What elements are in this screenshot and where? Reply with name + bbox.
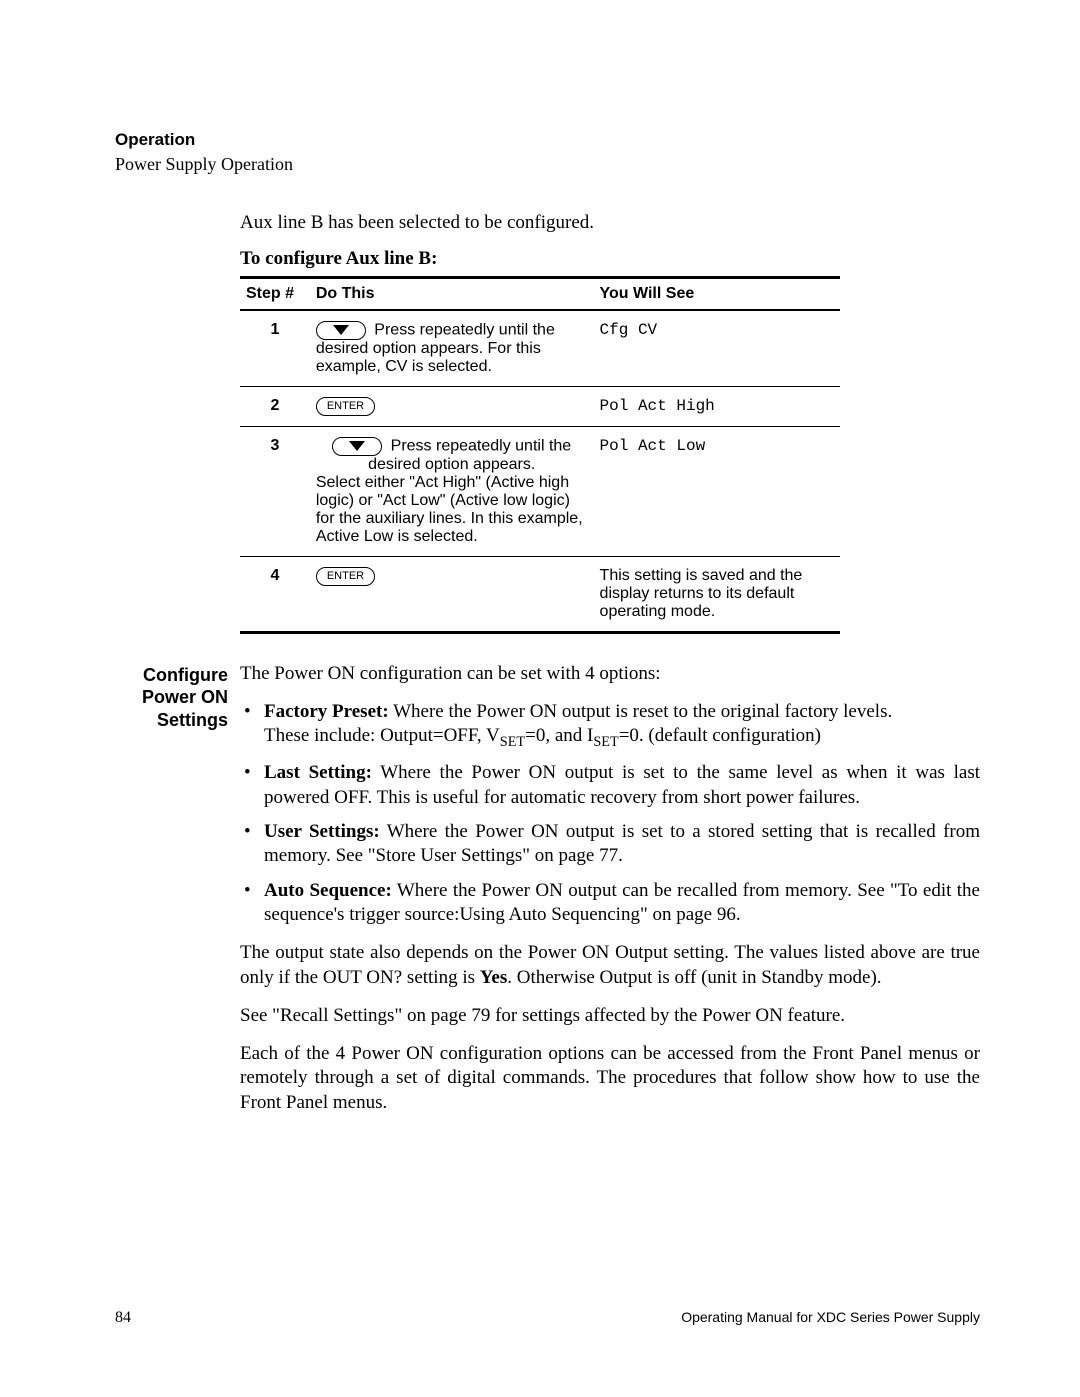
section-body: The Power ON configuration can be set wi… [240,662,980,1129]
col-header-step: Step # [240,277,310,310]
list-item: Last Setting: Where the Power ON output … [240,761,980,810]
step-do: ENTER [310,386,594,426]
power-on-section: Configure Power ON Settings The Power ON… [115,662,980,1129]
page-number: 84 [115,1309,131,1327]
step-do: Press repeatedly until the desired optio… [310,310,594,387]
step-number: 4 [240,556,310,632]
opt-bold: Factory Preset: [264,701,389,722]
col-header-see: You Will See [594,277,840,310]
breadcrumb: Operation Power Supply Operation [115,130,980,175]
down-arrow-icon [332,437,382,456]
step-do: Press repeatedly until the desired optio… [310,426,594,556]
opt-line2: These include: Output=OFF, VSET=0, and I… [264,725,821,746]
section-para: Each of the 4 Power ON configuration opt… [240,1042,980,1115]
table-row: 2 ENTER Pol Act High [240,386,840,426]
table-row: 4 ENTER This setting is saved and the di… [240,556,840,632]
opt-bold: Last Setting: [264,762,372,783]
down-arrow-icon [316,321,366,340]
config-heading: To configure Aux line B: [240,248,840,270]
section-para: See "Recall Settings" on page 79 for set… [240,1004,980,1028]
subsection-title: Power Supply Operation [115,154,980,175]
step-do-text: Press repeatedly until the desired optio… [368,437,571,472]
opt-text: Where the Power ON output is set to the … [264,762,980,807]
step-result: Pol Act Low [594,426,840,556]
table-row: 1 Press repeatedly until the desired opt… [240,310,840,387]
step-number: 1 [240,310,310,387]
steps-table: Step # Do This You Will See 1 Press repe… [240,276,840,634]
opt-bold: User Settings: [264,821,380,842]
section-para: The output state also depends on the Pow… [240,941,980,990]
footer-title: Operating Manual for XDC Series Power Su… [681,1309,980,1327]
section-title: Operation [115,130,980,150]
opt-text: Where the Power ON output is reset to th… [389,701,893,722]
section-lead: The Power ON configuration can be set wi… [240,662,980,686]
margin-heading: Configure Power ON Settings [115,662,240,1129]
step-do-extra: Select either "Act High" (Active high lo… [316,474,588,546]
list-item: User Settings: Where the Power ON output… [240,820,980,869]
col-header-do: Do This [310,277,594,310]
page-footer: 84 Operating Manual for XDC Series Power… [115,1309,980,1327]
intro-text: Aux line B has been selected to be confi… [240,211,840,236]
page: Operation Power Supply Operation Aux lin… [0,0,1080,1397]
options-list: Factory Preset: Where the Power ON outpu… [240,700,980,927]
list-item: Auto Sequence: Where the Power ON output… [240,879,980,928]
enter-key-icon: ENTER [316,567,375,586]
list-item: Factory Preset: Where the Power ON outpu… [240,700,980,751]
table-row: 3 Press repeatedly until the desired opt… [240,426,840,556]
step-number: 2 [240,386,310,426]
enter-key-icon: ENTER [316,397,375,416]
opt-bold: Auto Sequence: [264,880,392,901]
bold-word: Yes [480,967,507,988]
body-column: Aux line B has been selected to be confi… [240,211,840,634]
step-do: ENTER [310,556,594,632]
step-result: This setting is saved and the display re… [594,556,840,632]
step-result: Cfg CV [594,310,840,387]
step-result: Pol Act High [594,386,840,426]
step-number: 3 [240,426,310,556]
